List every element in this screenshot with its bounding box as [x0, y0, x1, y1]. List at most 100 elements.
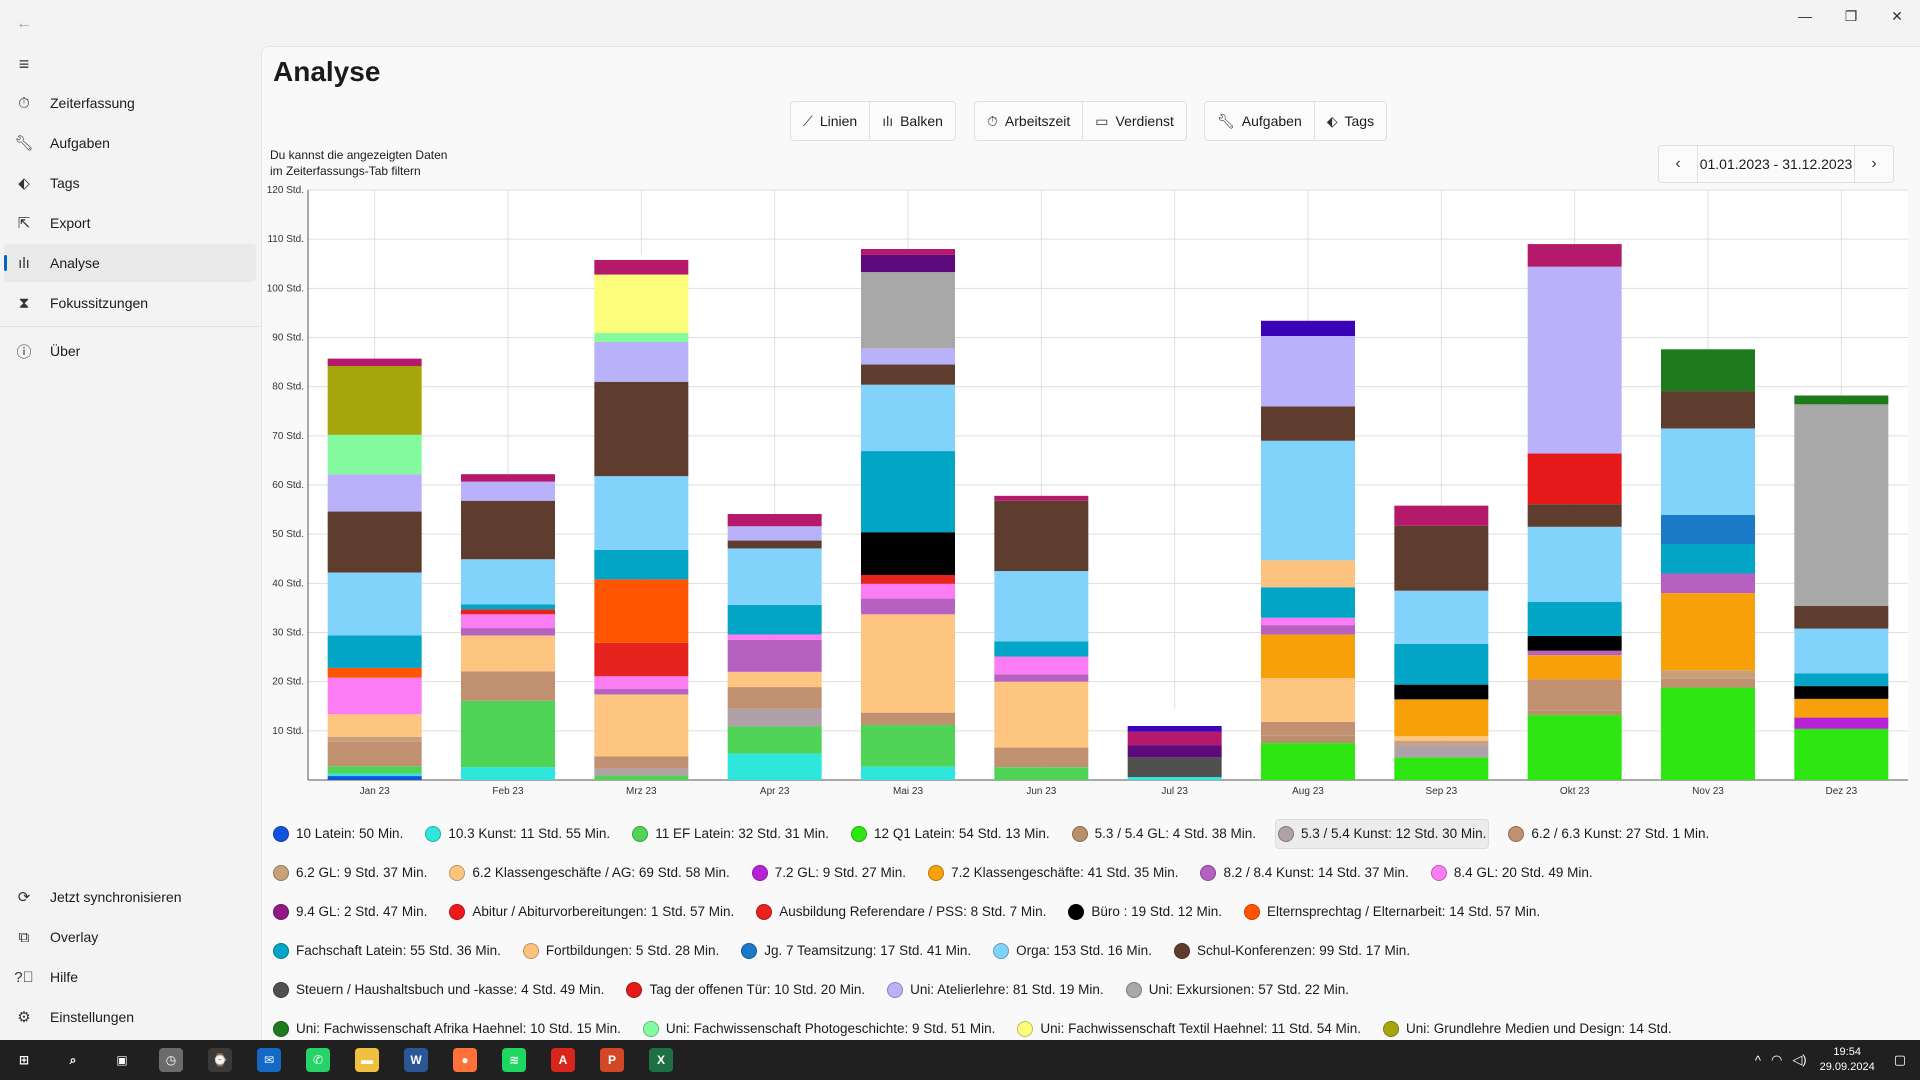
legend-item[interactable]: 10 Latein: 50 Min. [271, 820, 405, 848]
bars-button[interactable]: ılı Balken [870, 102, 955, 140]
bar-segment [1261, 617, 1355, 626]
menu-icon[interactable]: ≡ [18, 53, 30, 74]
bar-segment [727, 540, 822, 549]
bar-segment [1261, 320, 1355, 337]
bar-segment [1527, 453, 1622, 505]
legend-item[interactable]: Fortbildungen: 5 Std. 28 Min. [521, 937, 721, 965]
legend-item[interactable]: Uni: Atelierlehre: 81 Std. 19 Min. [885, 976, 1106, 1004]
worktime-button[interactable]: ⏱ Arbeitszeit [975, 102, 1084, 140]
bar-segment [727, 604, 822, 635]
legend-item[interactable]: Jg. 7 Teamsitzung: 17 Std. 41 Min. [739, 937, 973, 965]
legend-item[interactable]: Elternsprechtag / Elternarbeit: 14 Std. … [1242, 898, 1542, 926]
bar-segment [1394, 699, 1489, 737]
nav-item-fokussitzungen[interactable]: ⧗ Fokussitzungen [4, 284, 256, 322]
legend-item[interactable]: 6.2 / 6.3 Kunst: 27 Std. 1 Min. [1506, 820, 1711, 848]
lines-button[interactable]: ⟋ Linien [791, 102, 871, 140]
legend-swatch [993, 942, 1010, 959]
chart-type-toggle: ⟋ Linien ılı Balken [790, 101, 956, 141]
close-button[interactable]: ✕ [1891, 7, 1903, 24]
nav-item-tags[interactable]: ⬖ Tags [4, 164, 256, 202]
legend-item[interactable]: 8.4 GL: 20 Std. 49 Min. [1429, 859, 1595, 887]
legend-item[interactable]: Tag der offenen Tür: 10 Std. 20 Min. [624, 976, 867, 1004]
nav-item-overlay[interactable]: ⧉ Overlay [4, 918, 256, 956]
nav-item-ueber[interactable]: ⓘ Über [4, 332, 256, 370]
info-icon: ⓘ [16, 343, 32, 361]
start-icon[interactable]: ⊞ [4, 1040, 44, 1080]
legend-item[interactable]: 5.3 / 5.4 GL: 4 Std. 38 Min. [1070, 820, 1258, 848]
legend-item[interactable]: Uni: Fachwissenschaft Afrika Haehnel: 10… [271, 1015, 623, 1043]
nav-item-hilfe[interactable]: ?⃝ Hilfe [4, 958, 256, 996]
legend-item[interactable]: Fachschaft Latein: 55 Std. 36 Min. [271, 937, 503, 965]
legend-item[interactable]: Schul-Konferenzen: 99 Std. 17 Min. [1172, 937, 1412, 965]
legend-item[interactable]: Abitur / Abiturvorbereitungen: 1 Std. 57… [447, 898, 736, 926]
explorer-icon[interactable]: ▬ [347, 1040, 387, 1080]
network-icon[interactable]: ◠ [1770, 1052, 1783, 1067]
earnings-button[interactable]: ▭ Verdienst [1083, 102, 1186, 140]
notification-icon[interactable]: ▢ [1893, 1052, 1906, 1067]
bar-segment [1661, 687, 1755, 780]
legend-item[interactable]: 7.2 GL: 9 Std. 27 Min. [750, 859, 908, 887]
excel-icon[interactable]: X [641, 1040, 681, 1080]
y-tick-label: 90 Std. [272, 333, 304, 344]
bar-segment [1661, 593, 1755, 671]
bar-segment [1794, 698, 1889, 718]
legend-item[interactable]: Büro : 19 Std. 12 Min. [1066, 898, 1224, 926]
legend-item[interactable]: 5.3 / 5.4 Kunst: 12 Std. 30 Min. [1275, 818, 1490, 849]
zeit-app-icon[interactable]: ⌚ [200, 1040, 240, 1080]
legend-item[interactable]: 6.2 GL: 9 Std. 37 Min. [271, 859, 429, 887]
nav-item-zeiterfassung[interactable]: ⏱ Zeiterfassung [4, 84, 256, 122]
x-tick-label: Nov 23 [1692, 786, 1724, 797]
volume-icon[interactable]: ◁) [1792, 1052, 1807, 1067]
maximize-button[interactable]: ❐ [1844, 7, 1858, 24]
mail-icon[interactable]: ✉ [249, 1040, 289, 1080]
legend-item[interactable]: Uni: Fachwissenschaft Textil Haehnel: 11… [1015, 1015, 1363, 1043]
tasks-button[interactable]: 🔧︎ Aufgaben [1205, 102, 1315, 140]
task-view-icon[interactable]: ▣ [102, 1040, 142, 1080]
chevron-up-icon[interactable]: ^ [1754, 1052, 1761, 1068]
timer-app-icon[interactable]: ◷ [151, 1040, 191, 1080]
legend-item[interactable]: Uni: Fachwissenschaft Photogeschichte: 9… [641, 1015, 997, 1043]
acrobat-icon[interactable]: A [543, 1040, 583, 1080]
lines-label: Linien [819, 113, 858, 129]
nav-item-einstellungen[interactable]: ⚙ Einstellungen [4, 998, 256, 1036]
y-tick-label: 10 Std. [272, 726, 304, 737]
legend-item[interactable]: 10.3 Kunst: 11 Std. 55 Min. [423, 820, 612, 848]
bar-segment [594, 579, 689, 643]
tags-button[interactable]: ⬖ Tags [1315, 102, 1386, 140]
legend-item[interactable]: 8.2 / 8.4 Kunst: 14 Std. 37 Min. [1198, 859, 1410, 887]
whatsapp-icon[interactable]: ✆ [298, 1040, 338, 1080]
legend-item[interactable]: 12 Q1 Latein: 54 Std. 13 Min. [849, 820, 1052, 848]
date-range-label[interactable]: 01.01.2023 - 31.12.2023 [1697, 146, 1855, 182]
legend-item[interactable]: 11 EF Latein: 32 Std. 31 Min. [630, 820, 831, 848]
spotify-icon[interactable]: ≋ [494, 1040, 534, 1080]
legend-item[interactable]: 7.2 Klassengeschäfte: 41 Std. 35 Min. [926, 859, 1180, 887]
nav-item-analyse[interactable]: ılı Analyse [4, 244, 256, 282]
y-tick-label: 100 Std. [267, 283, 304, 294]
legend-item[interactable]: 6.2 Klassengeschäfte / AG: 69 Std. 58 Mi… [447, 859, 731, 887]
search-icon[interactable]: ⌕ [53, 1040, 93, 1080]
nav-item-export[interactable]: ⇱ Export [4, 204, 256, 242]
legend-item[interactable]: 9.4 GL: 2 Std. 47 Min. [271, 898, 429, 926]
nav-item-sync[interactable]: ⟳ Jetzt synchronisieren [4, 878, 256, 916]
legend-swatch [1173, 942, 1190, 959]
legend-item[interactable]: Uni: Exkursionen: 57 Std. 22 Min. [1124, 976, 1351, 1004]
bar-segment [1261, 743, 1355, 780]
bar-segment [1261, 678, 1355, 722]
nav-item-aufgaben[interactable]: 🔧︎ Aufgaben [4, 124, 256, 162]
bar-segment [1794, 673, 1889, 687]
clock[interactable]: 19:54 29.09.2024 [1820, 1045, 1875, 1075]
legend-item[interactable]: Orga: 153 Std. 16 Min. [991, 937, 1154, 965]
legend-item[interactable]: Ausbildung Referendare / PSS: 8 Std. 7 M… [754, 898, 1048, 926]
legend-item[interactable]: Steuern / Haushaltsbuch und -kasse: 4 St… [271, 976, 606, 1004]
next-period-button[interactable]: › [1855, 146, 1893, 182]
word-icon[interactable]: W [396, 1040, 436, 1080]
legend-label: 5.3 / 5.4 Kunst: 12 Std. 30 Min. [1301, 826, 1487, 841]
legend-item[interactable]: Uni: Grundlehre Medien und Design: 14 St… [1381, 1015, 1674, 1043]
bar-segment [1394, 643, 1489, 685]
previous-period-button[interactable]: ‹ [1659, 146, 1697, 182]
minimize-button[interactable]: — [1798, 8, 1812, 24]
firefox-icon[interactable]: ● [445, 1040, 485, 1080]
back-arrow-icon[interactable]: ← [16, 15, 32, 32]
powerpoint-icon[interactable]: P [592, 1040, 632, 1080]
x-tick-label: Apr 23 [760, 786, 790, 797]
